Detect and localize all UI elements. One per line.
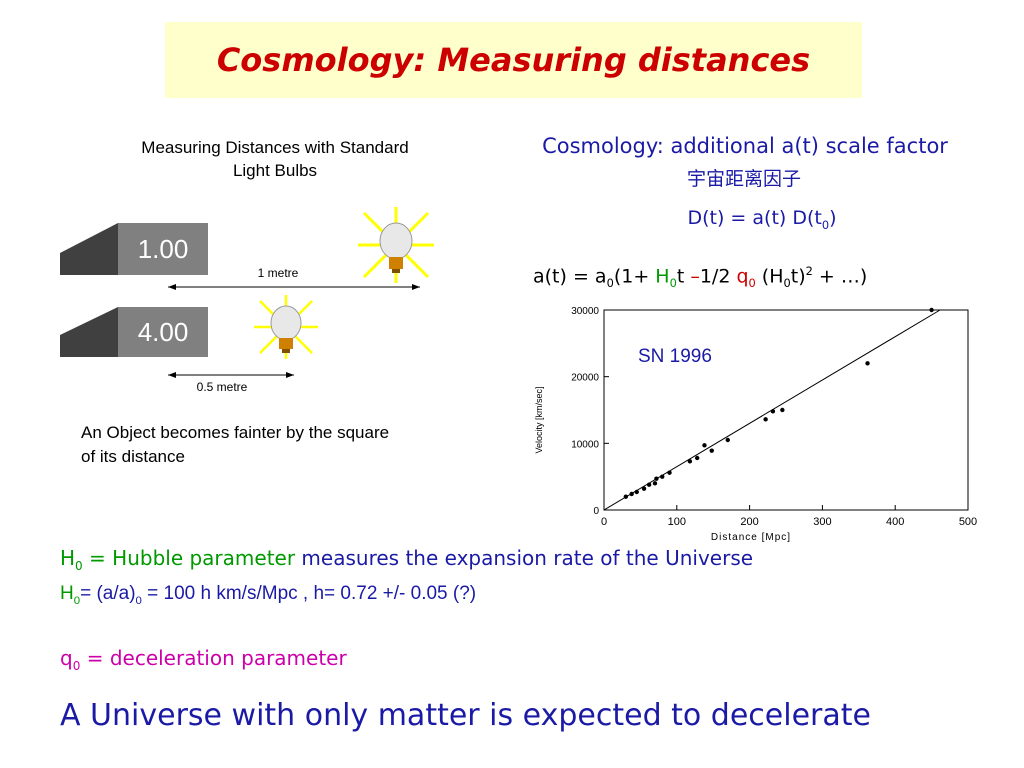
- deceleration-parameter-line: q0 = deceleration parameter: [60, 646, 347, 673]
- box2: [118, 307, 208, 357]
- data-point: [709, 448, 714, 453]
- at-eq-sub: 0: [748, 276, 756, 291]
- y-tick-label: 10000: [571, 439, 599, 450]
- x-tick-label: 400: [886, 516, 904, 528]
- at-eq-sub: 0: [783, 276, 791, 291]
- x-tick-label: 300: [813, 516, 831, 528]
- lightbulb-icon: [358, 207, 434, 283]
- box2-shadow: [60, 307, 118, 357]
- dt-eq-suffix: ): [829, 207, 837, 229]
- h0-description: measures the expansion rate of the Unive…: [295, 546, 754, 570]
- box1-shadow: [60, 223, 118, 275]
- data-point: [634, 489, 639, 495]
- arrowhead-right-2: [286, 372, 294, 378]
- data-point: [687, 459, 693, 464]
- slide-title: Cosmology: Measuring distances: [216, 41, 811, 79]
- hubble-diagram-chart: 0 100 200 300 400 500 0 10000 20000 30000 SN 199…: [534, 306, 977, 543]
- at-eq-sub: 0: [669, 276, 677, 291]
- data-point: [629, 491, 634, 497]
- data-point: [770, 409, 776, 414]
- x-tick-label: 500: [959, 516, 977, 528]
- data-point: [652, 481, 658, 486]
- chart-annotation: SN 1996: [638, 346, 712, 367]
- data-point: [646, 482, 652, 487]
- at-eq-part: 1/2: [699, 265, 737, 288]
- h0-def-rest: = 100 h km/s/Mpc , h= 0.72 +/- 0.05 (?): [141, 583, 477, 604]
- data-point: [623, 494, 629, 499]
- lightbulb-icon: [254, 295, 318, 359]
- q0-symbol: q: [60, 646, 73, 670]
- box1: [118, 223, 208, 275]
- y-tick-label: 20000: [571, 373, 599, 384]
- scale-factor-line: Cosmology: additional a(t) scale factor: [542, 134, 948, 158]
- h0-def-symbol: H: [60, 583, 74, 604]
- distance-equation: D(t) = a(t) D(t0): [594, 207, 930, 232]
- data-point: [725, 437, 730, 443]
- chinese-line: 宇宙距离因子: [686, 168, 801, 190]
- data-point: [654, 476, 659, 481]
- figure-caption-line2: of its distance: [81, 447, 185, 466]
- hubble-definition-line: H0= (a/a)0 = 100 h km/s/Mpc , h= 0.72 +/…: [60, 583, 476, 607]
- figure-caption-line1: An Object becomes fainter by the square: [81, 423, 390, 442]
- at-eq-sup: 2: [805, 264, 813, 278]
- h0-def-mid: = (a/a): [80, 583, 136, 604]
- at-eq-part: t): [790, 265, 806, 288]
- distance2-label: 0.5 metre: [197, 380, 248, 394]
- at-eq-part: a(t) = a: [533, 265, 607, 288]
- figure-title-line1: Measuring Distances with Standard: [141, 138, 409, 157]
- plot-frame: [603, 309, 969, 511]
- at-eq-sub: 0: [606, 276, 614, 291]
- distance1-label: 1 metre: [258, 266, 299, 280]
- at-eq-hubble: H: [655, 265, 670, 288]
- data-point: [660, 474, 665, 479]
- x-tick-label: 0: [601, 516, 607, 528]
- data-point: [694, 455, 700, 461]
- figure-title-line2: Light Bulbs: [232, 161, 318, 180]
- dt-eq-prefix: D(t) = a(t) D(t: [687, 207, 822, 229]
- arrowhead-left-2: [168, 372, 176, 378]
- at-eq-part: (H: [755, 265, 784, 288]
- data-point: [702, 443, 707, 448]
- y-axis: 0 10000 20000 30000: [571, 306, 609, 517]
- conclusion-statement: A Universe with only matter is expected …: [60, 698, 871, 733]
- data-point: [780, 407, 785, 413]
- figure-title: Measuring Distances with Standard Light …: [90, 136, 460, 182]
- box2-label: 4.00: [138, 317, 189, 347]
- arrowhead-right-1: [412, 284, 420, 290]
- data-point: [667, 470, 672, 475]
- figure-caption: An Object becomes fainter by the square …: [81, 421, 491, 469]
- x-axis: 0 100 200 300 400 500: [601, 505, 977, 528]
- q0-text: = deceleration parameter: [80, 646, 347, 670]
- title-box: Cosmology: Measuring distances: [165, 22, 862, 98]
- at-eq-minus: –: [690, 265, 700, 288]
- at-eq-part: t: [676, 265, 691, 288]
- h0-name: = Hubble parameter: [82, 546, 296, 570]
- h0-def-sub2: 0: [135, 594, 142, 607]
- scale-factor-equation: a(t) = a0(1+ H0t –1/2 q0 (H0t)2 + …): [533, 264, 867, 290]
- dt-eq-sub: 0: [821, 217, 830, 232]
- h0-def-sub: 0: [73, 594, 81, 607]
- arrowhead-left-1: [168, 284, 176, 290]
- data-point: [865, 361, 870, 366]
- at-eq-part: (1+: [613, 265, 656, 288]
- y-tick-label: 30000: [571, 306, 599, 317]
- data-points: [623, 307, 934, 499]
- data-point: [641, 486, 647, 491]
- q0-sub: 0: [72, 659, 81, 673]
- light-bulb-illustration: 1.00 1 metre 4.00 0.5 metre: [60, 207, 434, 394]
- x-axis-label: Distance [Mpc]: [711, 532, 791, 543]
- hubble-parameter-line: H0 = Hubble parameter measures the expan…: [60, 546, 753, 573]
- h0-sub: 0: [75, 559, 83, 573]
- box1-label: 1.00: [138, 234, 189, 264]
- y-axis-label: Velocity [km/sec]: [534, 386, 544, 453]
- at-eq-part: + …): [812, 265, 868, 288]
- at-eq-q: q: [736, 265, 749, 288]
- x-tick-label: 100: [668, 516, 686, 528]
- h0-symbol: H: [60, 546, 76, 570]
- data-point: [763, 417, 768, 422]
- data-point: [929, 307, 934, 313]
- y-tick-label: 0: [593, 506, 599, 517]
- x-tick-label: 200: [740, 516, 758, 528]
